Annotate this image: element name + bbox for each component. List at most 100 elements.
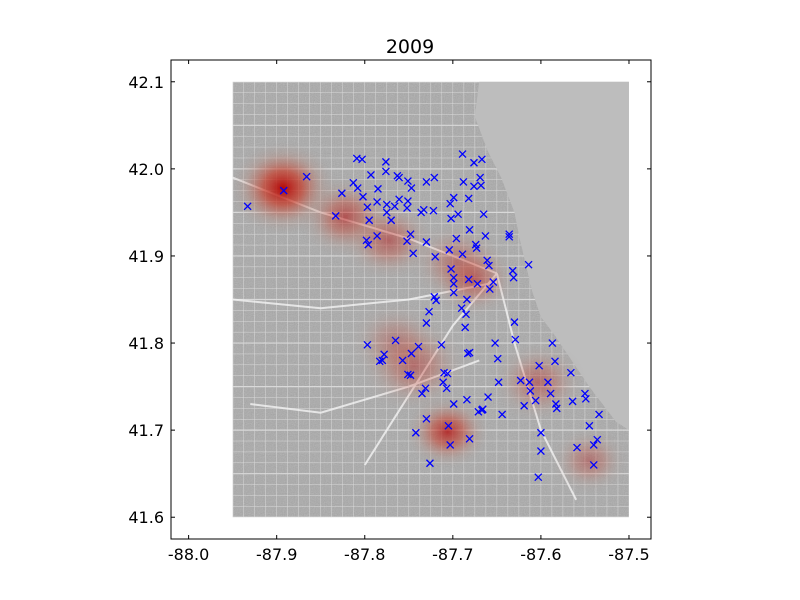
- scatter-point: [473, 279, 482, 288]
- x-tick-label: -87.5: [608, 545, 649, 564]
- scatter-point: [363, 203, 372, 212]
- scatter-point: [425, 307, 434, 316]
- scatter-point: [353, 184, 362, 192]
- scatter-point: [511, 335, 520, 344]
- scatter-point: [449, 400, 458, 408]
- scatter-point: [477, 181, 485, 190]
- scatter-point: [465, 348, 474, 357]
- scatter-point: [407, 184, 416, 192]
- scatter-point: [449, 273, 458, 282]
- scatter-point: [373, 197, 382, 206]
- scatter-point: [302, 172, 311, 181]
- y-tick-label: 42.1: [128, 73, 164, 92]
- scatter-point: [446, 440, 455, 449]
- scatter-point: [429, 206, 438, 215]
- scatter-point: [458, 150, 467, 159]
- scatter-point: [568, 397, 577, 406]
- scatter-point: [536, 447, 545, 455]
- scatter-point: [478, 405, 487, 414]
- scatter-point: [398, 356, 407, 365]
- scatter-point: [430, 173, 439, 182]
- scatter-point: [462, 395, 471, 404]
- scatter-point: [465, 434, 474, 443]
- scatter-point: [483, 256, 492, 265]
- scatter-point: [585, 421, 594, 430]
- chart-title: 2009: [386, 36, 434, 58]
- plot-area: [170, 59, 652, 540]
- scatter-point: [461, 323, 470, 332]
- density-hotspot: [403, 393, 492, 470]
- scatter-point: [421, 384, 430, 393]
- scatter-points: [243, 150, 603, 482]
- scatter-point: [581, 394, 590, 403]
- scatter-point: [395, 195, 404, 204]
- scatter-point: [458, 250, 467, 259]
- scatter-point: [543, 378, 552, 387]
- scatter-point: [363, 340, 372, 349]
- scatter-point: [508, 266, 517, 275]
- scatter-point: [470, 182, 478, 191]
- scatter-point: [464, 194, 473, 203]
- scatter-point: [491, 339, 500, 348]
- scatter-point: [431, 252, 440, 261]
- scatter-point: [373, 231, 382, 240]
- scatter-point: [444, 421, 453, 430]
- scatter-point: [380, 350, 389, 359]
- scatter-point: [534, 473, 543, 482]
- scatter-point: [516, 376, 525, 385]
- scatter-point: [462, 295, 471, 304]
- scatter-point: [378, 356, 387, 365]
- scatter-point: [375, 357, 384, 366]
- scatter-point: [524, 260, 533, 269]
- scatter-point: [447, 214, 456, 223]
- scatter-point: [525, 378, 534, 387]
- scatter-point: [489, 278, 498, 287]
- scatter-point: [485, 285, 494, 294]
- scatter-point: [364, 240, 373, 249]
- scatter-point: [422, 319, 431, 327]
- scatter-point: [362, 236, 371, 245]
- scatter-point: [494, 378, 503, 387]
- scatter-point: [484, 261, 493, 270]
- scatter-point: [493, 354, 502, 363]
- scatter-point: [498, 410, 507, 419]
- scatter-point: [382, 208, 391, 217]
- scatter-point: [366, 171, 375, 179]
- scatter-point: [476, 173, 485, 182]
- scatter-point: [390, 202, 399, 211]
- scatter-point: [407, 349, 416, 358]
- scatter-point: [365, 216, 374, 225]
- scatter-point: [446, 199, 455, 208]
- scatter-point: [414, 342, 423, 351]
- scatter-point: [442, 384, 451, 393]
- scatter-point: [359, 192, 367, 201]
- scatter-point: [589, 440, 598, 449]
- scatter-point: [447, 265, 456, 273]
- scatter-point: [439, 378, 448, 387]
- scatter-point: [374, 184, 382, 193]
- scatter-point: [409, 249, 418, 258]
- axes-frame: [170, 59, 652, 540]
- scatter-point: [477, 155, 486, 164]
- scatter-point: [419, 205, 428, 214]
- x-tick-label: -87.9: [256, 545, 297, 564]
- x-axis: -88.0 -87.9 -87.8 -87.7 -87.6 -87.5: [168, 60, 650, 564]
- scatter-point: [484, 393, 493, 402]
- scatter-point: [552, 404, 561, 413]
- scatter-point: [279, 186, 288, 195]
- scatter-point: [425, 459, 434, 468]
- scatter-point: [449, 193, 458, 202]
- scatter-point: [465, 225, 474, 234]
- scatter-point: [406, 230, 415, 239]
- scatter-point: [403, 237, 411, 246]
- scatter-point: [406, 371, 415, 380]
- density-hotspot: [428, 240, 520, 319]
- scatter-point: [464, 275, 473, 284]
- scatter-point: [593, 435, 602, 444]
- scatter-point: [548, 339, 557, 348]
- scatter-point: [422, 414, 431, 423]
- scatter-point: [470, 158, 478, 167]
- scatter-point: [573, 443, 581, 452]
- y-tick-label: 41.8: [128, 334, 164, 353]
